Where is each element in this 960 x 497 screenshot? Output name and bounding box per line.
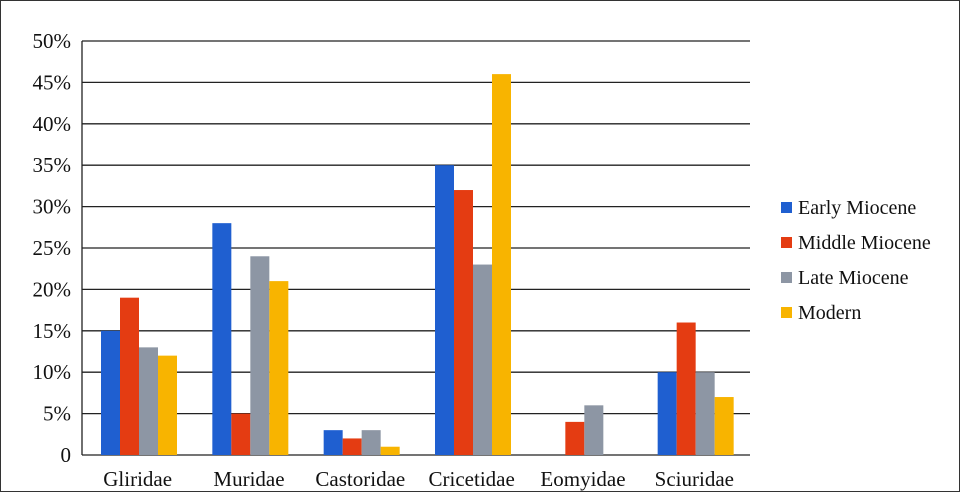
bar [342, 438, 362, 455]
y-axis-ticks: 0 5% 10% 15% 20% 25% 30% 35% 40% 45% 50% [33, 29, 72, 467]
x-category-label: Muridae [213, 467, 284, 491]
bar [120, 297, 139, 455]
bar [492, 74, 511, 456]
bar [269, 281, 289, 455]
bar [695, 372, 715, 455]
bar [139, 347, 158, 455]
bar [435, 165, 454, 455]
bar [361, 430, 381, 455]
legend-swatch [781, 272, 792, 283]
legend-label: Middle Miocene [798, 232, 931, 254]
legend-label: Early Miocene [798, 197, 916, 219]
legend-swatch [781, 202, 792, 213]
y-tick-label: 15% [33, 319, 72, 343]
y-tick-label: 10% [33, 360, 72, 384]
bar [714, 397, 734, 455]
x-category-label: Eomyidae [540, 467, 625, 491]
bar [212, 223, 232, 455]
legend-label: Modern [798, 302, 861, 324]
bar [584, 405, 604, 455]
bar [101, 330, 120, 455]
y-tick-label: 25% [33, 236, 72, 260]
y-tick-label: 5% [43, 402, 71, 426]
y-tick-label: 45% [33, 70, 72, 94]
y-tick-label: 40% [33, 112, 72, 136]
bars [101, 74, 734, 456]
bar [473, 264, 492, 455]
y-tick-label: 35% [33, 153, 72, 177]
legend-swatch [781, 307, 792, 318]
x-category-label: Gliridae [103, 467, 172, 491]
bar [250, 256, 270, 455]
bar [565, 421, 585, 455]
bar [676, 322, 696, 455]
y-tick-label: 20% [33, 277, 72, 301]
gridlines [81, 40, 750, 456]
x-axis-categories: Gliridae Muridae Castoridae Cricetidae Eomyi… [103, 467, 734, 491]
y-tick-label: 30% [33, 195, 72, 219]
legend: Early Miocene Middle Miocene Late Miocene M… [781, 197, 931, 324]
bar [158, 355, 177, 455]
legend-swatch [781, 237, 792, 248]
bar [454, 190, 473, 456]
bar [231, 413, 251, 455]
bar [380, 446, 400, 455]
y-tick-label: 50% [33, 29, 72, 53]
x-category-label: Castoridae [315, 467, 405, 491]
legend-label: Late Miocene [798, 267, 909, 289]
bar [657, 372, 677, 455]
y-tick-label: 0 [61, 443, 72, 467]
x-category-label: Sciuridae [655, 467, 734, 491]
x-category-label: Cricetidae [429, 467, 515, 491]
bar [323, 430, 343, 455]
